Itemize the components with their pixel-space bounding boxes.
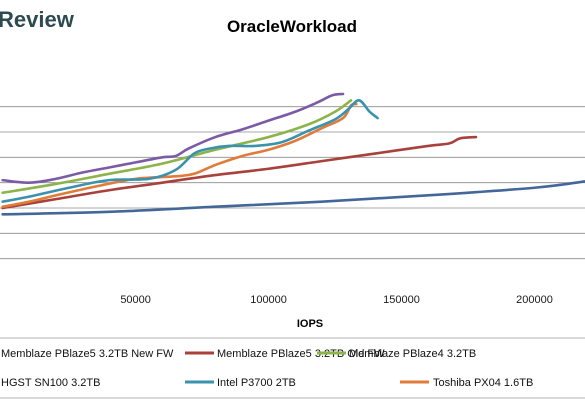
brand-watermark: Review	[0, 7, 75, 32]
legend-label: Memblaze PBlaze4 3.2TB	[349, 348, 476, 360]
x-tick-label: 100000	[250, 294, 287, 306]
legend: Memblaze PBlaze5 3.2TB New FW Memblaze PB…	[0, 337, 585, 399]
chart-title: OracleWorkload	[227, 17, 357, 36]
x-tick-label: 200000	[516, 294, 553, 306]
legend-label: Toshiba PX04 1.6TB	[433, 377, 533, 389]
series-line-hgst-sn100-3-2tb	[1, 180, 585, 216]
x-tick-label: 150000	[383, 294, 420, 306]
series-line-intel-p3700-2tb	[1, 99, 379, 203]
legend-label: Memblaze PBlaze5 3.2TB Old FW	[217, 348, 385, 360]
x-axis-label: IOPS	[297, 318, 323, 330]
legend-label: HGST SN100 3.2TB	[1, 377, 100, 389]
series-line-toshiba-px04-1-6tb	[1, 102, 358, 209]
legend-label: Memblaze PBlaze5 3.2TB New FW	[1, 348, 174, 360]
series-lines	[1, 92, 585, 216]
x-tick-labels: 50000 100000 150000 200000	[120, 294, 553, 306]
x-tick-label: 50000	[120, 294, 151, 306]
series-line-memblaze-pblaze5-3-2tb-old-fw	[1, 135, 478, 210]
series-line-memblaze-pblaze5-3-2tb-new-fw	[1, 92, 345, 184]
series-line-memblaze-pblaze4-3-2tb	[1, 99, 353, 195]
legend-label: Intel P3700 2TB	[217, 377, 296, 389]
